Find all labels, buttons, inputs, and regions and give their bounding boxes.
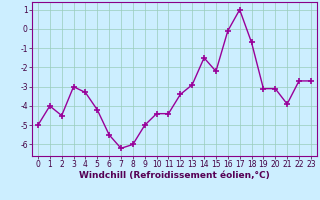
X-axis label: Windchill (Refroidissement éolien,°C): Windchill (Refroidissement éolien,°C) [79,171,270,180]
